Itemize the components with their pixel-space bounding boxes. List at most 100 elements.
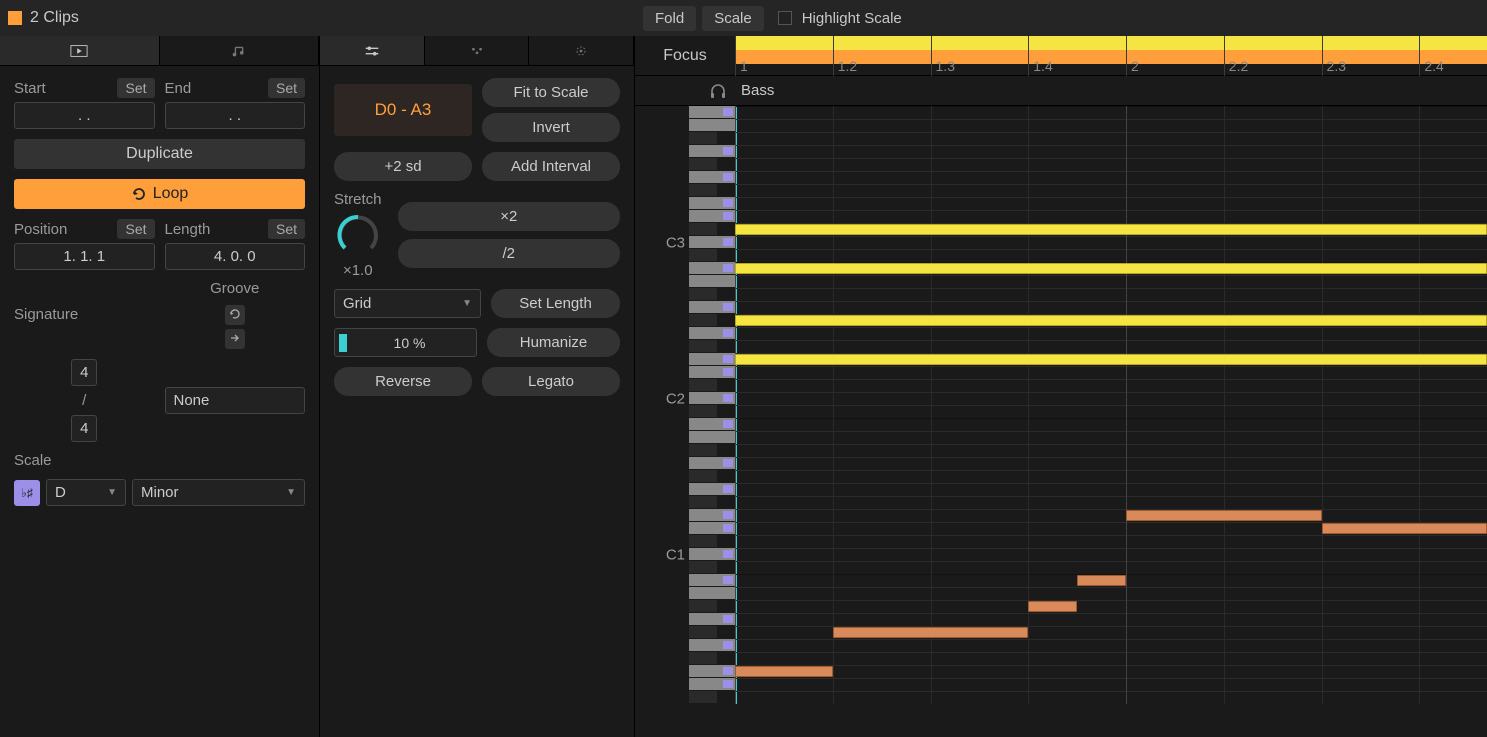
accidental-toggle[interactable]: ♭♯ <box>14 480 40 506</box>
position-field[interactable]: 1. 1. 1 <box>14 243 155 270</box>
groove-select[interactable]: None <box>165 387 306 414</box>
piano-key[interactable] <box>689 288 717 301</box>
midi-note[interactable] <box>1126 510 1322 521</box>
piano-key[interactable] <box>689 652 717 665</box>
piano-key[interactable] <box>689 171 735 184</box>
duplicate-button[interactable]: Duplicate <box>14 139 305 169</box>
piano-key[interactable] <box>689 301 735 314</box>
highlight-scale-toggle[interactable] <box>778 11 792 25</box>
midi-note[interactable] <box>735 354 1487 365</box>
headphones-icon[interactable] <box>709 82 727 100</box>
piano-key[interactable] <box>689 613 735 626</box>
piano-key[interactable] <box>689 470 717 483</box>
humanize-amount[interactable]: 10 % <box>334 328 477 357</box>
tab-envelope[interactable] <box>529 36 634 65</box>
humanize-button[interactable]: Humanize <box>487 328 620 357</box>
midi-note[interactable] <box>1322 523 1487 534</box>
piano-key[interactable] <box>689 431 735 444</box>
grid-select[interactable]: Grid▼ <box>334 289 481 318</box>
start-field[interactable]: . . <box>14 102 155 129</box>
piano-key[interactable] <box>689 483 735 496</box>
add-interval-button[interactable]: Add Interval <box>482 152 620 181</box>
midi-note[interactable] <box>735 666 833 677</box>
position-set-button[interactable]: Set <box>117 219 154 239</box>
fold-button[interactable]: Fold <box>643 6 696 31</box>
tab-pitch-tools[interactable] <box>320 36 425 65</box>
loop-button[interactable]: Loop <box>14 179 305 209</box>
piano-key[interactable] <box>689 184 717 197</box>
piano-key[interactable] <box>689 392 735 405</box>
scale-root-select[interactable]: D▼ <box>46 479 126 506</box>
stretch-dial[interactable] <box>335 212 381 258</box>
reverse-button[interactable]: Reverse <box>334 367 472 396</box>
tab-clip[interactable] <box>0 36 160 65</box>
piano-key[interactable] <box>689 600 717 613</box>
stretch-half-button[interactable]: /2 <box>398 239 620 268</box>
piano-key[interactable] <box>689 236 735 249</box>
piano-key[interactable] <box>689 587 735 600</box>
piano-key[interactable] <box>689 639 735 652</box>
tab-notes[interactable] <box>160 36 320 65</box>
timeline-ruler[interactable]: 11.21.31.422.22.32.4 <box>735 36 1487 76</box>
set-length-button[interactable]: Set Length <box>491 289 620 318</box>
midi-note[interactable] <box>735 263 1487 274</box>
stretch-x2-button[interactable]: ×2 <box>398 202 620 231</box>
piano-key[interactable] <box>689 366 735 379</box>
piano-key[interactable] <box>689 535 717 548</box>
scale-mode-select[interactable]: Minor▼ <box>132 479 305 506</box>
piano-key[interactable] <box>689 691 717 704</box>
end-set-button[interactable]: Set <box>268 78 305 98</box>
length-field[interactable]: 4. 0. 0 <box>165 243 306 270</box>
piano-key[interactable] <box>689 132 717 145</box>
midi-note[interactable] <box>1028 601 1077 612</box>
midi-note[interactable] <box>735 315 1487 326</box>
tab-random[interactable] <box>425 36 530 65</box>
piano-key[interactable] <box>689 457 735 470</box>
piano-key[interactable] <box>689 249 717 262</box>
piano-key[interactable] <box>689 145 735 158</box>
focus-label[interactable]: Focus <box>635 47 735 65</box>
piano-key[interactable] <box>689 496 717 509</box>
track-name[interactable]: Bass <box>735 82 774 99</box>
piano-key[interactable] <box>689 197 735 210</box>
piano-key[interactable] <box>689 223 717 236</box>
piano-key[interactable] <box>689 106 735 119</box>
transpose-button[interactable]: +2 sd <box>334 152 472 181</box>
midi-note[interactable] <box>1077 575 1126 586</box>
midi-note[interactable] <box>833 627 1029 638</box>
piano-key[interactable] <box>689 158 717 171</box>
end-field[interactable]: . . <box>165 102 306 129</box>
scale-button[interactable]: Scale <box>702 6 764 31</box>
piano-key[interactable] <box>689 379 717 392</box>
sig-numerator[interactable]: 4 <box>71 359 97 386</box>
piano-key[interactable] <box>689 327 735 340</box>
piano-key[interactable] <box>689 275 735 288</box>
piano-key[interactable] <box>689 574 735 587</box>
piano-key[interactable] <box>689 522 735 535</box>
piano-key[interactable] <box>689 418 735 431</box>
piano-key[interactable] <box>689 119 735 132</box>
midi-note[interactable] <box>735 224 1487 235</box>
piano-key[interactable] <box>689 444 717 457</box>
piano-key[interactable] <box>689 626 717 639</box>
piano-key[interactable] <box>689 262 735 275</box>
length-set-button[interactable]: Set <box>268 219 305 239</box>
start-set-button[interactable]: Set <box>117 78 154 98</box>
groove-refresh-button[interactable] <box>225 305 245 325</box>
piano-key[interactable] <box>689 353 735 366</box>
piano-key[interactable] <box>689 561 717 574</box>
piano-key[interactable] <box>689 509 735 522</box>
piano-key[interactable] <box>689 210 735 223</box>
invert-button[interactable]: Invert <box>482 113 620 142</box>
piano-key[interactable] <box>689 314 717 327</box>
groove-commit-button[interactable] <box>225 329 245 349</box>
sig-denominator[interactable]: 4 <box>71 415 97 442</box>
piano-key[interactable] <box>689 340 717 353</box>
piano-key[interactable] <box>689 665 735 678</box>
piano-key[interactable] <box>689 548 735 561</box>
fit-to-scale-button[interactable]: Fit to Scale <box>482 78 620 107</box>
piano-key[interactable] <box>689 678 735 691</box>
note-grid[interactable] <box>735 106 1487 704</box>
piano-keys[interactable] <box>689 106 735 704</box>
legato-button[interactable]: Legato <box>482 367 620 396</box>
